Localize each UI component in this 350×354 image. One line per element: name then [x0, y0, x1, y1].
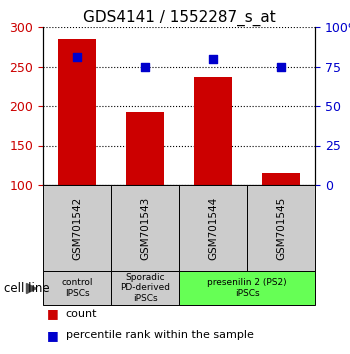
Bar — [262, 173, 300, 185]
Text: count: count — [66, 309, 97, 319]
Text: GSM701543: GSM701543 — [140, 196, 150, 259]
Text: Sporadic
PD-derived
iPSCs: Sporadic PD-derived iPSCs — [120, 273, 170, 303]
Bar — [194, 77, 232, 185]
Bar — [43, 185, 111, 271]
Text: percentile rank within the sample: percentile rank within the sample — [66, 330, 254, 340]
Point — [278, 64, 284, 69]
Text: presenilin 2 (PS2)
iPSCs: presenilin 2 (PS2) iPSCs — [207, 278, 287, 298]
Bar — [111, 185, 179, 271]
Point — [74, 54, 80, 60]
Text: GSM701542: GSM701542 — [72, 196, 82, 259]
Text: GSM701544: GSM701544 — [208, 196, 218, 259]
Bar — [126, 112, 164, 185]
Point — [210, 56, 216, 62]
Text: ■: ■ — [47, 308, 58, 320]
Text: control
IPSCs: control IPSCs — [61, 278, 93, 298]
Bar — [179, 271, 315, 305]
Bar — [247, 185, 315, 271]
Title: GDS4141 / 1552287_s_at: GDS4141 / 1552287_s_at — [83, 10, 275, 25]
Bar — [179, 185, 247, 271]
Text: GSM701545: GSM701545 — [276, 196, 286, 259]
Bar — [111, 271, 179, 305]
Point — [142, 64, 148, 69]
Bar — [58, 39, 96, 185]
Text: ■: ■ — [47, 329, 58, 342]
Bar — [43, 271, 111, 305]
Text: cell line: cell line — [4, 281, 49, 295]
